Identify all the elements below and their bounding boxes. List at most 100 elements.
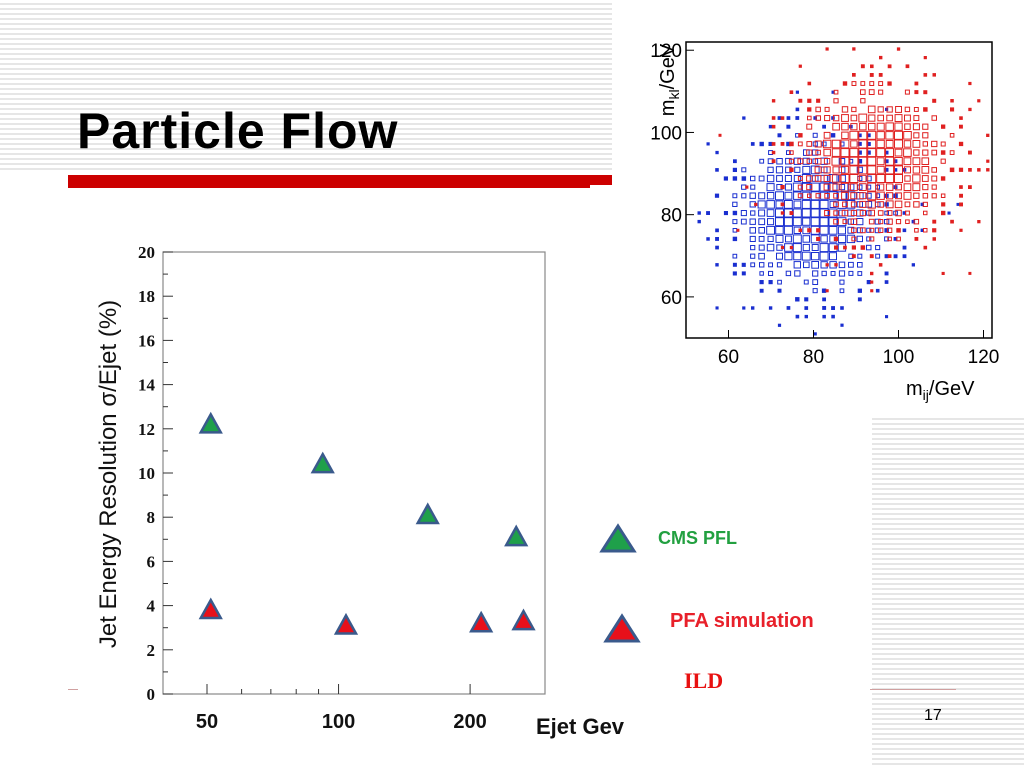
mass-bin-box	[839, 288, 845, 294]
mass-bin-box	[885, 148, 894, 158]
mass-bin-box	[886, 210, 893, 216]
mass-bin-box	[830, 271, 836, 276]
mass-bin-box	[902, 228, 907, 233]
mass-bin-box	[868, 89, 875, 95]
mass-bin-box	[834, 263, 838, 267]
mass-bin-box	[904, 106, 911, 113]
mass-bin-box	[868, 218, 875, 225]
mass-bin-box	[749, 227, 756, 234]
mass-bin-box	[921, 157, 930, 165]
mass-bin-box	[869, 227, 875, 233]
mass-bin-box	[732, 253, 738, 259]
mass-bin-box	[821, 288, 827, 293]
mass-bin-box	[828, 208, 838, 218]
mass-bin-box	[968, 150, 972, 155]
mass-bin-box	[869, 73, 874, 77]
mass-bin-box	[849, 148, 859, 158]
mass-bin-box	[841, 114, 849, 122]
mass-bin-box	[829, 252, 837, 261]
mass-bin-box	[820, 235, 828, 243]
mass-bin-box	[768, 270, 774, 276]
x-tick-label: 200	[453, 711, 486, 733]
mass-bin-box	[887, 254, 892, 259]
mass-bin-box	[903, 140, 912, 148]
mass-bin-box	[958, 167, 964, 172]
mass-bin-box	[825, 289, 829, 293]
mass-bin-box	[875, 288, 880, 293]
mass-bin-box	[851, 245, 856, 250]
mass-bin-box	[886, 106, 893, 113]
mass-bin-box	[792, 243, 802, 253]
mass-bin-box	[841, 191, 849, 200]
dijet-mass-panel: 60 80 100 120 60 80 100 120 mkl/GeV mij/GeV	[612, 20, 1024, 418]
mass-bin-box	[749, 235, 756, 242]
mass-bin-box	[913, 107, 919, 112]
y-tick-label: 16	[138, 331, 155, 350]
mass-bin-box	[767, 235, 774, 243]
mass-bin-box	[923, 228, 928, 233]
mass-bin-box	[867, 200, 876, 209]
mass-bin-box	[913, 149, 920, 156]
mass-bin-box	[806, 149, 813, 156]
mass-bin-box	[840, 182, 850, 192]
mass-bin-box	[977, 220, 981, 224]
mass-bin-box	[940, 141, 946, 147]
mass-bin-box	[884, 280, 889, 284]
mass-bin-box	[732, 201, 738, 207]
mass-bin-box	[868, 122, 876, 131]
legend-cms-label: CMS PFL	[658, 528, 737, 548]
mass-bin-box	[866, 280, 871, 285]
mass-bin-box	[894, 165, 903, 175]
mass-bin-box	[785, 270, 792, 277]
mass-bin-box	[807, 193, 812, 198]
mass-bin-box	[905, 210, 910, 216]
y-axis-label: Jet Energy Resolution σ/Ejet (%)	[95, 300, 122, 648]
mass-bin-box	[940, 158, 946, 164]
mass-bin-box	[784, 183, 793, 191]
mass-bin-box	[859, 174, 867, 183]
mass-bin-box	[922, 123, 929, 130]
mass-bin-box	[838, 261, 846, 269]
mass-bin-box	[766, 200, 775, 209]
mass-bin-box	[802, 217, 811, 226]
mass-bin-box	[886, 218, 893, 225]
mass-bin-box	[867, 165, 877, 175]
mass-bin-box	[841, 131, 849, 140]
mass-bin-box	[788, 158, 795, 164]
mass-bin-box	[758, 252, 765, 260]
mass-bin-box	[875, 253, 881, 259]
mass-bin-box	[821, 270, 827, 277]
mass-bin-box	[758, 192, 766, 200]
mass-bin-box	[867, 156, 877, 166]
mass-x-tick-label: 60	[718, 347, 739, 368]
mass-bin-box	[838, 174, 846, 183]
mass-bin-box	[841, 209, 849, 217]
mass-bin-box	[956, 202, 960, 206]
mass-bin-box	[750, 245, 756, 251]
mass-bin-box	[913, 115, 920, 121]
mass-bin-box	[783, 217, 793, 227]
mass-bin-box	[795, 297, 800, 302]
mass-bin-box	[786, 306, 791, 310]
mass-bin-box	[750, 175, 756, 182]
mass-bin-box	[923, 90, 928, 95]
mass-bin-box	[828, 217, 838, 227]
mass-bin-box	[885, 140, 894, 148]
mass-bin-box	[741, 193, 747, 199]
mass-bin-box	[824, 106, 830, 112]
mass-bin-box	[851, 81, 857, 86]
mass-bin-box	[850, 192, 858, 200]
mass-bin-box	[886, 192, 894, 200]
title-underline-bar	[68, 175, 590, 188]
mass-bin-box	[941, 202, 946, 207]
mass-bin-box	[793, 157, 802, 165]
mass-bin-box	[886, 227, 893, 234]
mass-bin-box	[841, 165, 849, 174]
mass-bin-box	[886, 114, 893, 122]
mass-bin-box	[780, 202, 785, 207]
mass-bin-box	[923, 210, 928, 216]
mass-bin-box	[783, 225, 793, 235]
mass-bin-box	[759, 158, 765, 164]
mass-bin-box	[750, 210, 756, 216]
mass-bin-box	[771, 142, 776, 146]
